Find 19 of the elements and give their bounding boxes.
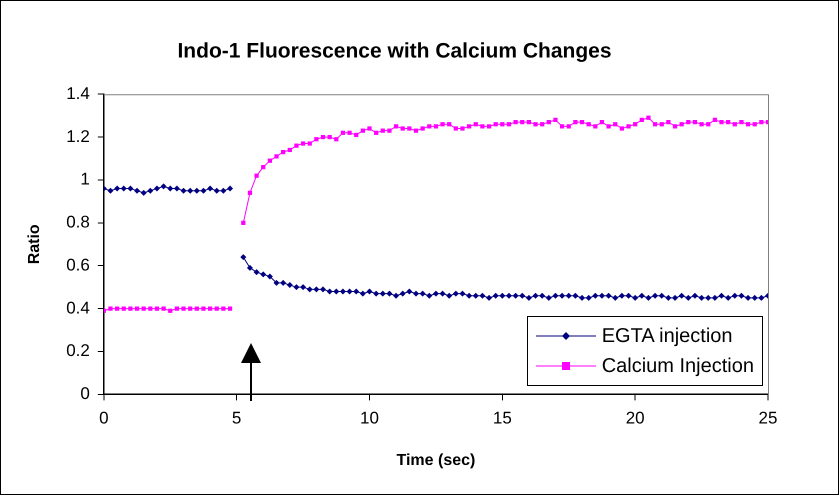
x-tick-label: 10	[360, 408, 379, 428]
y-tick-label: 1.2	[66, 126, 90, 146]
y-tick-label: 1	[80, 170, 90, 189]
legend-label: EGTA injection	[602, 324, 733, 349]
x-tick-label: 20	[626, 408, 645, 428]
x-tick-label: 15	[492, 408, 512, 428]
x-axis-title: Time (sec)	[396, 452, 476, 469]
x-tick-label: 5	[232, 408, 242, 428]
y-tick-label: 0.2	[66, 341, 90, 360]
y-tick-label: 1.4	[66, 84, 90, 103]
legend-label: Calcium Injection	[602, 354, 754, 379]
x-tick-label: 25	[758, 408, 778, 428]
y-tick-label: 0.4	[66, 298, 90, 318]
y-tick-label: 0.8	[66, 212, 90, 232]
chart-title: Indo-1 Fluorescence with Calcium Changes	[177, 39, 612, 62]
y-tick-label: 0	[80, 384, 90, 404]
x-tick-label: 0	[99, 408, 109, 428]
y-tick-label: 0.6	[66, 255, 90, 274]
y-axis-title: Ratio	[26, 224, 44, 264]
